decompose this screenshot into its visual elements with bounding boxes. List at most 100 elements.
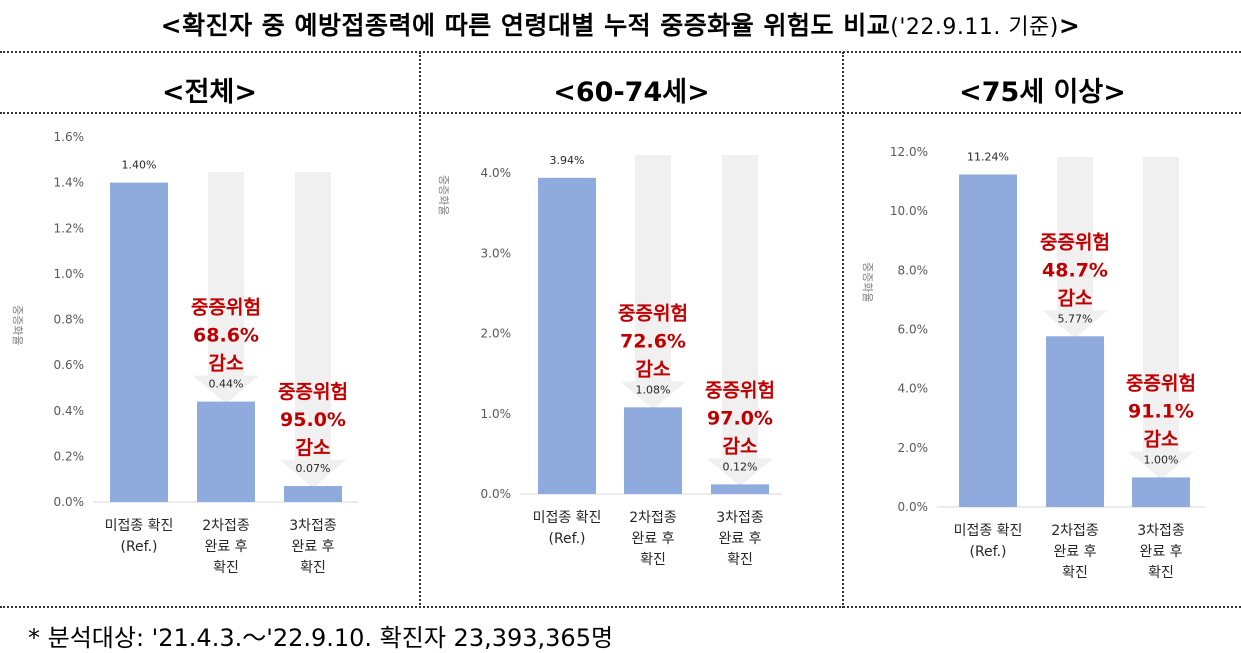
bar: [197, 401, 255, 502]
y-tick-label: 0.2%: [54, 449, 85, 463]
reduction-annotation: 중증위험: [1126, 372, 1196, 394]
y-tick-label: 1.4%: [54, 176, 85, 190]
panel-title-60-74: <60-74세>: [553, 77, 710, 108]
category-label: 완료 후: [1053, 544, 1096, 560]
page-title-main: <확진자 중 예방접종력에 따른 연령대별 누적 중증화율 위험도 비교: [160, 11, 891, 40]
bar: [711, 484, 769, 494]
category-label: 완료 후: [204, 539, 247, 555]
y-tick-label: 6.0%: [898, 323, 929, 337]
y-axis-label: 중증화율: [11, 305, 24, 345]
reduction-annotation: 72.6%: [620, 330, 686, 352]
y-tick-label: 4.0%: [898, 382, 929, 396]
bar: [284, 486, 342, 502]
reduction-arrow: [1128, 157, 1194, 480]
reduction-annotation: 감소: [1144, 428, 1179, 450]
reduction-arrow: [620, 155, 686, 410]
category-label: 3차접종: [716, 510, 764, 526]
reduction-arrow: [1042, 157, 1108, 339]
reduction-annotation: 감소: [1058, 287, 1093, 309]
y-tick-label: 1.6%: [54, 130, 85, 144]
y-axis-label: 중증화율: [861, 262, 874, 302]
reduction-annotation: 48.7%: [1042, 259, 1108, 281]
reduction-annotation: 91.1%: [1128, 400, 1194, 422]
reduction-annotation: 감소: [723, 435, 758, 457]
category-label: (Ref.): [121, 539, 158, 555]
bar: [1046, 336, 1104, 507]
y-tick-label: 10.0%: [890, 204, 928, 218]
bar-value-label: 1.08%: [636, 383, 671, 396]
category-label: 미접종 확진: [954, 523, 1023, 539]
bar: [1132, 477, 1190, 507]
bar: [110, 182, 168, 502]
y-tick-label: 8.0%: [898, 263, 929, 277]
reduction-annotation: 감소: [636, 358, 671, 380]
category-label: 확진: [300, 560, 326, 576]
divider-bottom: [0, 606, 1241, 608]
bar: [624, 407, 682, 494]
y-tick-label: 0.0%: [54, 495, 85, 509]
reduction-annotation: 감소: [209, 353, 244, 375]
y-tick-label: 1.2%: [54, 221, 85, 235]
panel-title-75-plus: <75세 이상>: [959, 77, 1126, 108]
category-label: 확진: [1148, 565, 1174, 581]
y-tick-label: 12.0%: [890, 145, 928, 159]
chart-75-plus: 0.0% 2.0% 4.0% 6.0% 8.0% 10.0% 12.0% 중증화율 11.24%…: [861, 145, 1205, 581]
reduction-annotation: 68.6%: [193, 325, 259, 347]
category-label: 확진: [727, 552, 753, 568]
category-label: 3차접종: [289, 518, 337, 534]
reduction-annotation: 감소: [296, 437, 331, 459]
category-label: 완료 후: [1139, 544, 1182, 560]
category-label: 확진: [213, 560, 239, 576]
divider-top: [0, 51, 1241, 53]
category-label: 미접종 확진: [105, 518, 174, 534]
bar: [959, 174, 1017, 507]
bar-value-label: 11.24%: [967, 150, 1009, 163]
category-label: 2차접종: [629, 510, 677, 526]
y-tick-label: 2.0%: [898, 441, 929, 455]
chart-60-74: 0.0% 1.0% 2.0% 3.0% 4.0% 중증화율 3.94% 미접종 확진 (Ref.…: [437, 154, 782, 568]
y-tick-label: 2.0%: [481, 327, 512, 341]
category-label: 완료 후: [631, 531, 674, 547]
y-tick-label: 0.4%: [54, 404, 85, 418]
category-label: (Ref.): [970, 544, 1007, 560]
bar-value-label: 0.44%: [209, 378, 244, 391]
category-label: 확진: [1062, 565, 1088, 581]
chart-all: 0.0% 0.2% 0.4% 0.6% 0.8% 1.0% 1.2% 1.4% 1.6% 중증화율…: [11, 130, 358, 576]
page-title: <확진자 중 예방접종력에 따른 연령대별 누적 중증화율 위험도 비교('22…: [0, 6, 1241, 42]
panel-title-all: <전체>: [162, 77, 257, 108]
bar-value-label: 1.00%: [1144, 453, 1179, 466]
y-tick-label: 3.0%: [481, 246, 512, 260]
category-label: 완료 후: [291, 539, 334, 555]
reduction-arrow: [707, 155, 773, 487]
reduction-annotation: 중증위험: [191, 297, 261, 319]
y-tick-label: 0.0%: [481, 487, 512, 501]
page-title-end: >: [1058, 11, 1081, 40]
category-label: 3차접종: [1137, 523, 1185, 539]
bar-value-label: 0.12%: [723, 460, 758, 473]
y-tick-label: 1.0%: [54, 267, 85, 281]
bar-value-label: 5.77%: [1058, 312, 1093, 325]
category-label: 2차접종: [1051, 523, 1099, 539]
reduction-annotation: 95.0%: [280, 409, 346, 431]
category-label: 미접종 확진: [533, 510, 602, 526]
y-tick-label: 4.0%: [481, 166, 512, 180]
reduction-annotation: 중증위험: [278, 381, 348, 403]
y-tick-label: 0.0%: [898, 500, 929, 514]
bar: [538, 177, 596, 494]
category-label: 확진: [640, 552, 666, 568]
reduction-annotation: 중증위험: [705, 379, 775, 401]
reduction-arrow: [280, 172, 346, 489]
y-tick-label: 0.8%: [54, 313, 85, 327]
reduction-annotation: 97.0%: [707, 407, 773, 429]
reduction-annotation: 중증위험: [1040, 231, 1110, 253]
category-label: 완료 후: [718, 531, 761, 547]
footnote: * 분석대상: '21.4.3.～'22.9.10. 확진자 23,393,36…: [28, 624, 614, 652]
page-title-date: ('22.9.11. 기준): [890, 15, 1059, 40]
reduction-annotation: 중증위험: [618, 302, 688, 324]
divider-panel-1: [419, 52, 421, 608]
category-label: 2차접종: [202, 518, 250, 534]
y-tick-label: 1.0%: [481, 407, 512, 421]
bar-value-label: 0.07%: [296, 462, 331, 475]
reduction-arrow: [193, 172, 259, 404]
y-axis-label: 중증화율: [437, 175, 450, 215]
